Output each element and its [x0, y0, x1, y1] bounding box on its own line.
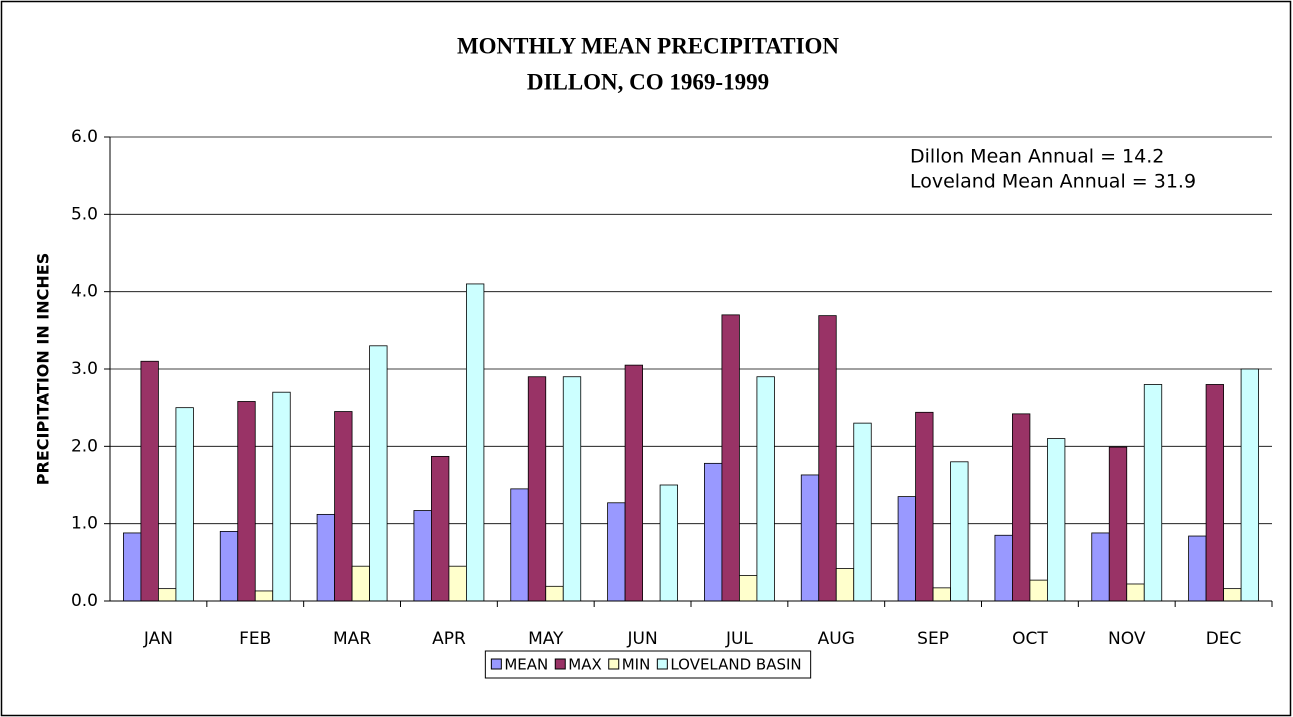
- y-tick-label: 4.0: [71, 282, 98, 302]
- bar: [431, 455, 450, 602]
- y-tick-label: 5.0: [71, 204, 98, 224]
- legend-box: [484, 650, 812, 679]
- bar: [510, 488, 529, 602]
- bar: [562, 376, 582, 602]
- y-tick-label: 6.0: [71, 127, 98, 147]
- bar: [351, 565, 370, 602]
- bar: [1047, 438, 1066, 602]
- x-tick-label: SEP: [917, 629, 949, 649]
- bar: [1091, 532, 1110, 602]
- bar: [369, 345, 388, 602]
- bar: [932, 587, 951, 602]
- x-tick-label: OCT: [1012, 629, 1048, 649]
- bar: [413, 510, 432, 602]
- x-tick-label: AUG: [818, 629, 855, 649]
- legend-swatch: [608, 658, 620, 670]
- y-tick-label: 1.0: [71, 514, 98, 534]
- bar: [1029, 579, 1048, 602]
- bar: [607, 502, 626, 602]
- bar: [721, 314, 740, 602]
- y-tick-label: 2.0: [71, 436, 98, 456]
- bar: [950, 461, 969, 602]
- bar: [915, 411, 934, 602]
- bar: [527, 376, 547, 602]
- bar: [659, 484, 678, 602]
- bar: [123, 532, 142, 602]
- bar: [254, 590, 274, 602]
- bar: [756, 376, 775, 602]
- x-tick-label: JUL: [725, 629, 753, 649]
- bar: [219, 531, 239, 602]
- bar: [448, 565, 467, 602]
- bar: [853, 422, 872, 602]
- x-tick-label: MAR: [333, 629, 371, 649]
- annotation: Dillon Mean Annual = 14.2: [910, 146, 1164, 168]
- y-tick-label: 0.0: [71, 591, 98, 611]
- annotation: Loveland Mean Annual = 31.9: [910, 171, 1196, 193]
- x-tick-label: JAN: [143, 629, 173, 649]
- bar: [624, 364, 643, 602]
- chart-subtitle: DILLON, CO 1969-1999: [527, 69, 769, 94]
- bar: [739, 575, 758, 602]
- bar: [272, 391, 291, 602]
- y-tick-label: 3.0: [71, 359, 98, 379]
- bar: [175, 407, 194, 602]
- bar: [316, 513, 335, 602]
- bar: [1205, 384, 1224, 602]
- bar: [818, 315, 837, 602]
- y-axis-label: PRECIPITATION IN INCHES: [34, 253, 53, 485]
- bar: [994, 534, 1013, 602]
- bar: [466, 283, 485, 602]
- bar: [1188, 535, 1207, 602]
- x-tick-label: MAY: [528, 629, 564, 649]
- legend-label: MEAN: [504, 656, 548, 674]
- bar: [334, 411, 353, 602]
- x-tick-label: FEB: [239, 629, 271, 649]
- legend-label: MIN: [622, 656, 651, 674]
- bar: [1223, 588, 1242, 602]
- bar: [835, 568, 855, 602]
- chart-title: MONTHLY MEAN PRECIPITATION: [457, 33, 839, 58]
- legend-swatch: [490, 658, 502, 670]
- bar: [1143, 384, 1163, 602]
- bar: [1126, 583, 1145, 602]
- bar: [800, 474, 820, 602]
- bar: [158, 588, 177, 602]
- x-tick-label: NOV: [1108, 629, 1146, 649]
- legend-label: MAX: [568, 656, 601, 674]
- bar: [704, 462, 723, 602]
- bar: [140, 360, 159, 602]
- bar: [237, 401, 256, 602]
- x-tick-label: APR: [432, 629, 466, 649]
- bar: [1240, 368, 1259, 602]
- x-tick-label: JUN: [626, 629, 657, 649]
- bar: [545, 585, 564, 602]
- legend-swatch: [554, 658, 566, 670]
- x-tick-label: DEC: [1206, 629, 1242, 649]
- bar: [897, 496, 916, 602]
- legend-label: LOVELAND BASIN: [670, 656, 801, 674]
- bar: [1108, 446, 1128, 602]
- legend-swatch: [656, 658, 668, 670]
- bar: [1012, 413, 1031, 602]
